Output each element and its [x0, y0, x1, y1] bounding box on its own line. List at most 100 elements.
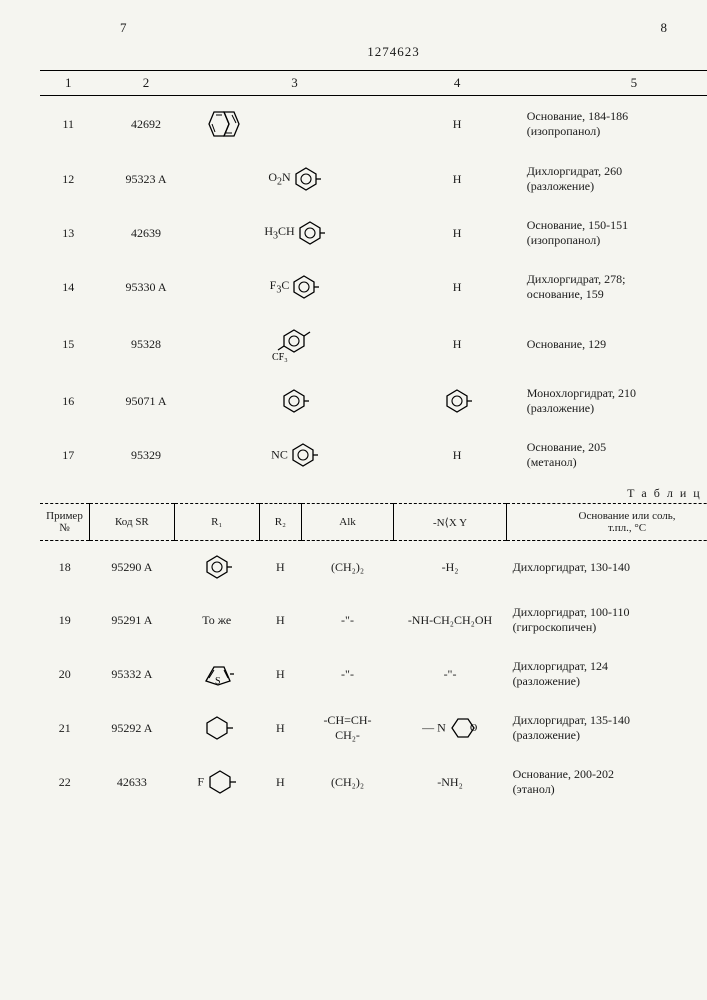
table-1-header-row: 1 2 3 4 5	[40, 71, 707, 96]
table-row: 12 95323 A O2N H Дихлоргидрат, 260(разло…	[40, 152, 707, 206]
svg-text:O: O	[470, 723, 477, 734]
cell-r1: NC	[196, 428, 394, 482]
cell-r1: F	[174, 755, 259, 809]
table-row: 14 95330 A F3C H Дихлоргидрат, 278;основ…	[40, 260, 707, 314]
cell-n: 15	[40, 314, 97, 374]
cell-n: 19	[40, 593, 89, 647]
table-2-header-row: Пример№ Код SR R₁ R₂ Alk -N⟨X Y Основани…	[40, 504, 707, 541]
cell-desc: Основание, 184-186(изопропанол)	[521, 96, 707, 153]
col-4: 4	[393, 71, 520, 96]
cell-nxy: -H₂	[393, 541, 506, 594]
svg-text:CF₃: CF₃	[272, 352, 288, 362]
cell-n: 11	[40, 96, 97, 153]
t2-col-3: R₁	[174, 504, 259, 541]
cell-desc: Основание, 205(метанол)	[521, 428, 707, 482]
cell-alk: (CH₂)₂	[302, 541, 394, 594]
cell-n: 21	[40, 701, 89, 755]
table-row: 17 95329 NC H Основание, 205(метанол)	[40, 428, 707, 482]
cell-desc: Дихлоргидрат, 100-110(гигроскопичен)	[507, 593, 707, 647]
t2-col-6: -N⟨X Y	[393, 504, 506, 541]
cell-code: 95290 A	[89, 541, 174, 594]
cell-alk: -CH=CH-CH₂-	[302, 701, 394, 755]
t2-col-2: Код SR	[89, 504, 174, 541]
cell-r2: H	[393, 428, 520, 482]
cell-code: 95328	[97, 314, 196, 374]
cell-desc: Дихлоргидрат, 278;основание, 159	[521, 260, 707, 314]
cell-desc: Дихлоргидрат, 135-140(разложение)	[507, 701, 707, 755]
cell-n: 12	[40, 152, 97, 206]
t2-col-7: Основание или соль,т.пл., °C	[507, 504, 707, 541]
cell-alk: -"-	[302, 647, 394, 701]
cell-n: 22	[40, 755, 89, 809]
cell-desc: Основание, 150-151(изопропанол)	[521, 206, 707, 260]
table-row: 16 95071 A Монохлоргидрат, 210(разложени…	[40, 374, 707, 428]
col-3: 3	[196, 71, 394, 96]
cell-n: 14	[40, 260, 97, 314]
t2-col-5: Alk	[302, 504, 394, 541]
cell-r2: H	[393, 152, 520, 206]
cell-nxy: -NH₂	[393, 755, 506, 809]
cell-r2: H	[259, 593, 301, 647]
table-2: Пример№ Код SR R₁ R₂ Alk -N⟨X Y Основани…	[40, 503, 707, 809]
cell-code: 42639	[97, 206, 196, 260]
cell-r2: H	[393, 314, 520, 374]
cell-r2: H	[259, 647, 301, 701]
page-right: 8	[661, 20, 668, 36]
col-5: 5	[521, 71, 707, 96]
table-row: 15 95328 CF₃ H Основание, 129	[40, 314, 707, 374]
cell-r2	[393, 374, 520, 428]
cell-r2: H	[259, 541, 301, 594]
cell-r1: S	[174, 647, 259, 701]
cell-r1: F3C	[196, 260, 394, 314]
table-row: 22 42633 F H (CH₂)₂ -NH₂ Основание, 200-…	[40, 755, 707, 809]
cell-n: 16	[40, 374, 97, 428]
cell-desc: Монохлоргидрат, 210(разложение)	[521, 374, 707, 428]
cell-desc: Основание, 129	[521, 314, 707, 374]
cell-r2: H	[259, 755, 301, 809]
cell-code: 95291 A	[89, 593, 174, 647]
table-row: 20 95332 A S H -"- -"- Дихлоргидрат, 124…	[40, 647, 707, 701]
cell-r1: То же	[174, 593, 259, 647]
cell-nxy: — NO	[393, 701, 506, 755]
t2-col-4: R₂	[259, 504, 301, 541]
cell-nxy: -NH-CH₂CH₂OH	[393, 593, 506, 647]
cell-desc: Дихлоргидрат, 124(разложение)	[507, 647, 707, 701]
cell-n: 13	[40, 206, 97, 260]
cell-alk: (CH₂)₂	[302, 755, 394, 809]
cell-nxy: -"-	[393, 647, 506, 701]
cell-r1: O2N	[196, 152, 394, 206]
cell-code: 95330 A	[97, 260, 196, 314]
doc-number: 1274623	[40, 44, 707, 60]
cell-code: 95292 A	[89, 701, 174, 755]
table-row: 18 95290 A H (CH₂)₂ -H₂ Дихлоргидрат, 13…	[40, 541, 707, 594]
cell-code: 42633	[89, 755, 174, 809]
col-2: 2	[97, 71, 196, 96]
col-1: 1	[40, 71, 97, 96]
cell-r2: H	[393, 206, 520, 260]
cell-r1	[196, 96, 394, 153]
cell-code: 95071 A	[97, 374, 196, 428]
table-2-caption: Т а б л и ц а 2	[40, 486, 707, 501]
cell-r1: CF₃	[196, 314, 394, 374]
cell-code: 95323 A	[97, 152, 196, 206]
t2-col-1: Пример№	[40, 504, 89, 541]
table-row: 19 95291 A То же H -"- -NH-CH₂CH₂OH Дихл…	[40, 593, 707, 647]
cell-code: 95332 A	[89, 647, 174, 701]
cell-r2: H	[393, 260, 520, 314]
cell-desc: Дихлоргидрат, 130-140	[507, 541, 707, 594]
cell-r1	[174, 701, 259, 755]
cell-n: 17	[40, 428, 97, 482]
cell-alk: -"-	[302, 593, 394, 647]
table-1: 1 2 3 4 5 11 42692 H Основание, 184-186(…	[40, 70, 707, 482]
table-row: 13 42639 H3CH H Основание, 150-151(изопр…	[40, 206, 707, 260]
cell-code: 42692	[97, 96, 196, 153]
table-row: 21 95292 A H -CH=CH-CH₂- — NO Дихлоргидр…	[40, 701, 707, 755]
svg-text:S: S	[215, 676, 221, 687]
cell-r2: H	[259, 701, 301, 755]
table-row: 11 42692 H Основание, 184-186(изопропано…	[40, 96, 707, 153]
cell-r2: H	[393, 96, 520, 153]
cell-desc: Основание, 200-202(этанол)	[507, 755, 707, 809]
cell-code: 95329	[97, 428, 196, 482]
cell-n: 18	[40, 541, 89, 594]
page-left: 7	[120, 20, 127, 36]
